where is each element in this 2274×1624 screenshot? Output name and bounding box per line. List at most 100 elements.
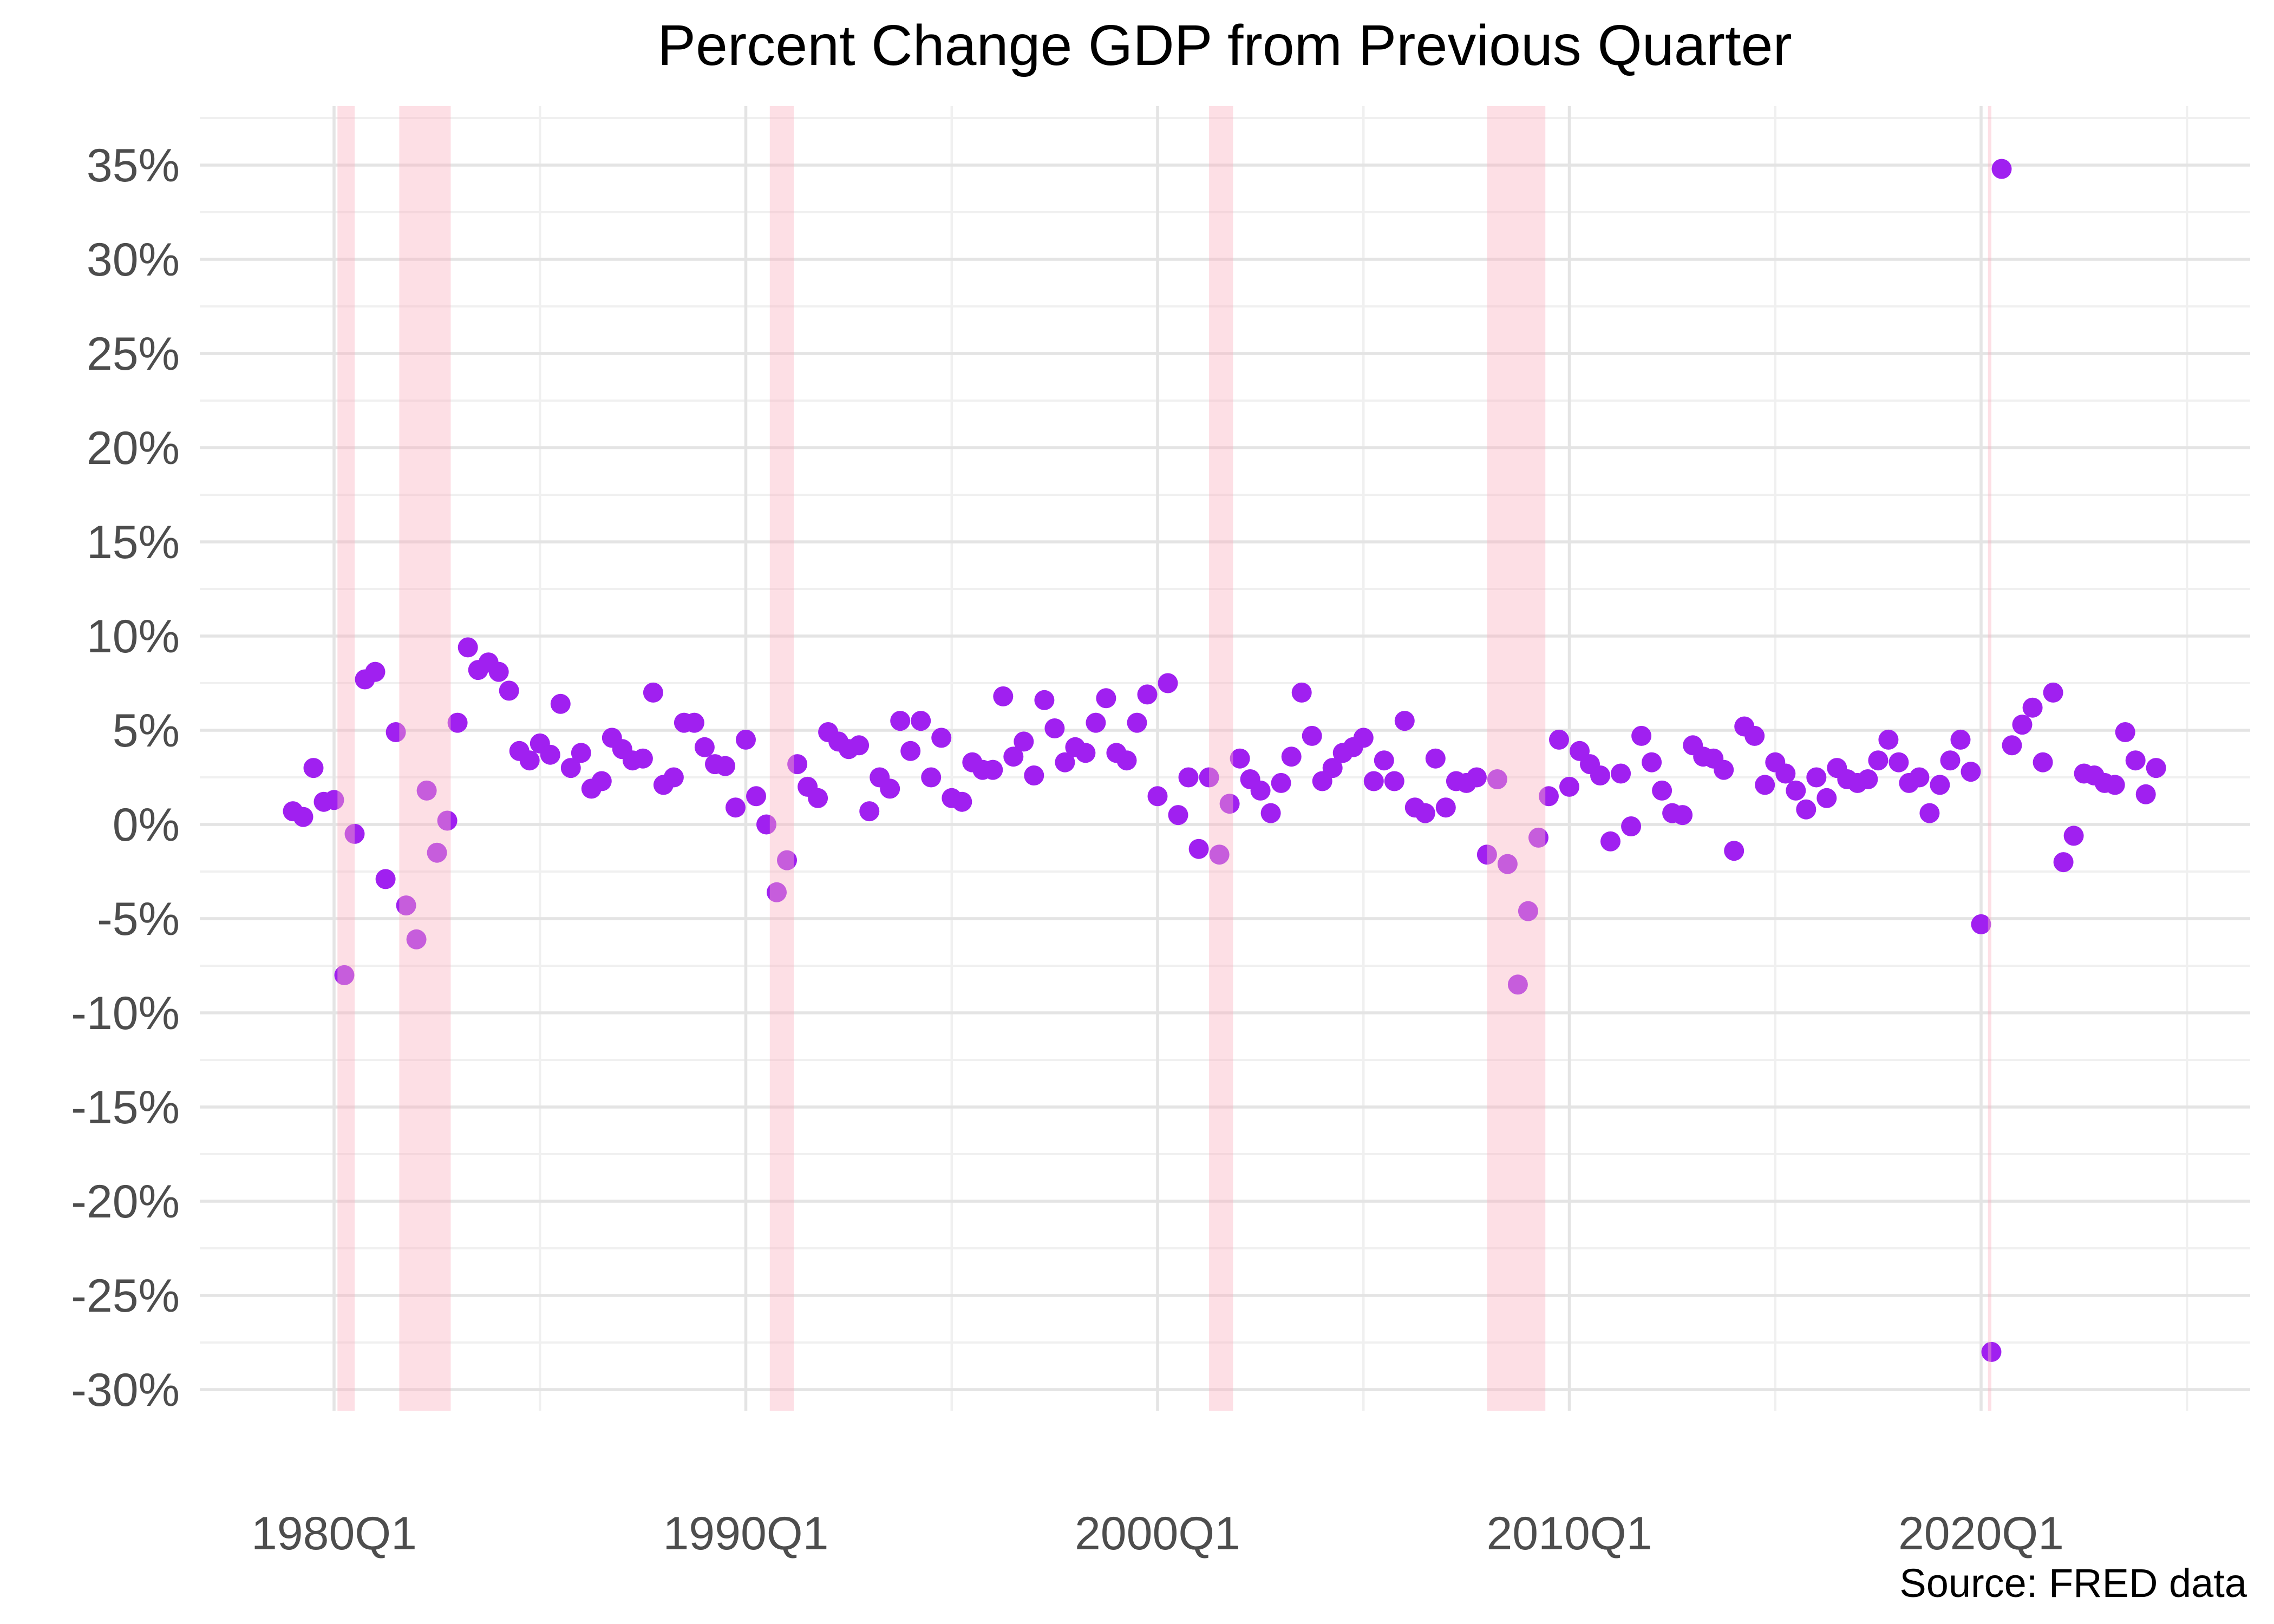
data-point xyxy=(1271,772,1291,793)
data-point xyxy=(1353,728,1374,748)
data-point xyxy=(2043,682,2063,703)
data-point xyxy=(1744,725,1765,746)
data-point xyxy=(1930,775,1950,795)
data-point xyxy=(1621,816,1642,836)
data-point xyxy=(993,686,1014,706)
data-point xyxy=(1487,769,1507,789)
data-point xyxy=(499,680,519,701)
data-point xyxy=(396,895,416,916)
y-tick-label: 15% xyxy=(87,516,180,568)
data-point xyxy=(808,788,828,808)
data-point xyxy=(1096,688,1116,709)
data-point xyxy=(1003,746,1024,767)
data-point xyxy=(1549,729,1569,750)
y-tick-label: 30% xyxy=(87,234,180,286)
data-point xyxy=(303,758,324,778)
data-point xyxy=(756,814,776,835)
y-tick-label: -30% xyxy=(71,1364,180,1416)
recession-band xyxy=(1487,106,1546,1411)
data-point xyxy=(1724,841,1744,861)
recession-band xyxy=(337,106,355,1411)
data-point xyxy=(767,882,787,902)
data-point xyxy=(1363,771,1384,791)
data-point xyxy=(911,711,931,731)
data-point xyxy=(560,758,581,778)
data-point xyxy=(1137,684,1158,705)
data-point xyxy=(983,759,1003,780)
data-point xyxy=(1147,786,1168,807)
data-point xyxy=(1786,780,1806,801)
data-point xyxy=(344,823,365,844)
data-point xyxy=(2063,826,2084,846)
data-point xyxy=(1559,776,1579,797)
data-point xyxy=(880,778,900,799)
y-tick-label: 0% xyxy=(113,799,180,851)
data-point xyxy=(324,790,344,810)
data-point xyxy=(1528,827,1548,848)
data-point xyxy=(540,744,560,765)
data-point xyxy=(1199,767,1219,788)
recession-band xyxy=(1209,106,1233,1411)
data-point xyxy=(1322,758,1343,778)
data-point xyxy=(1435,797,1456,818)
recession-band xyxy=(1988,106,1991,1411)
data-point xyxy=(1806,767,1827,788)
data-point xyxy=(2146,758,2166,778)
data-point xyxy=(1796,799,1816,820)
data-point xyxy=(1909,767,1930,788)
data-point xyxy=(1281,746,1302,767)
data-point xyxy=(684,712,704,733)
y-tick-label: 20% xyxy=(87,422,180,474)
data-point xyxy=(1219,794,1240,814)
data-point xyxy=(1250,780,1271,801)
data-point xyxy=(1230,748,1250,769)
data-point xyxy=(1889,752,1909,772)
data-point xyxy=(1858,769,1878,789)
y-tick-label: -10% xyxy=(71,987,180,1039)
data-point xyxy=(385,722,406,742)
data-point xyxy=(1497,854,1518,874)
y-tick-label: -25% xyxy=(71,1270,180,1322)
data-point xyxy=(1188,839,1209,859)
data-point xyxy=(591,771,612,791)
data-point xyxy=(550,693,571,714)
data-point xyxy=(643,682,663,703)
data-point xyxy=(1209,844,1230,865)
data-point xyxy=(890,711,911,731)
data-point xyxy=(293,807,313,827)
chart-title: Percent Change GDP from Previous Quarter xyxy=(657,14,1792,77)
y-tick-label: -15% xyxy=(71,1082,180,1134)
data-point xyxy=(1044,718,1065,738)
data-point xyxy=(746,786,766,807)
source-note: Source: FRED data xyxy=(1899,1561,2247,1606)
data-point xyxy=(1024,765,1044,785)
data-point xyxy=(365,662,385,682)
y-tick-label: 5% xyxy=(113,705,180,757)
data-point xyxy=(2125,750,2146,771)
data-point xyxy=(1950,729,1971,750)
data-point xyxy=(1672,805,1693,826)
data-point xyxy=(2135,784,2156,804)
data-point xyxy=(632,748,653,769)
data-point xyxy=(1961,762,1981,782)
data-point xyxy=(1919,803,1940,823)
data-point xyxy=(1507,974,1528,995)
data-point xyxy=(1014,731,1034,752)
data-point xyxy=(2105,775,2125,795)
x-tick-label: 2000Q1 xyxy=(1075,1508,1240,1560)
data-point xyxy=(663,767,684,788)
data-point xyxy=(859,801,880,822)
data-point xyxy=(1652,780,1672,801)
data-point xyxy=(952,791,972,812)
x-tick-label: 1990Q1 xyxy=(663,1508,828,1560)
data-point xyxy=(1075,743,1096,763)
data-point xyxy=(1034,690,1055,710)
data-point xyxy=(1868,750,1889,771)
data-point xyxy=(1127,712,1147,733)
data-point xyxy=(787,754,808,775)
data-point xyxy=(375,869,396,889)
data-point xyxy=(447,712,468,733)
data-point xyxy=(1775,763,1796,784)
data-point xyxy=(427,842,447,863)
